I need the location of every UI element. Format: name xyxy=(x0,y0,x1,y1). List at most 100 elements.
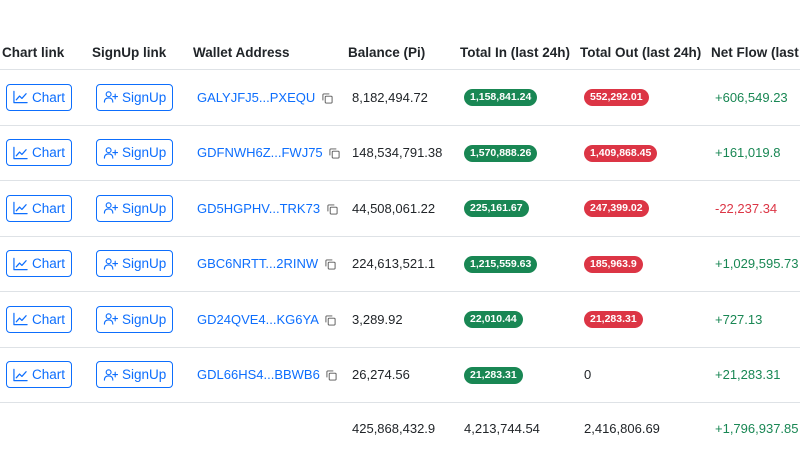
table-row: Chart SignUp GDL66HS4...BBWB6 26,274.56 … xyxy=(0,347,800,403)
wallet-address-link[interactable]: GD24QVE4...KG6YA xyxy=(197,311,319,327)
total-in-badge: 1,158,841.24 xyxy=(464,89,538,107)
total-out-cell: 0 xyxy=(576,347,707,403)
total-in-cell: 225,161.67 xyxy=(456,180,576,237)
net-flow-cell: -22,237.34 xyxy=(707,180,800,237)
total-in-badge: 21,283.31 xyxy=(464,366,523,384)
copy-icon[interactable] xyxy=(325,259,336,270)
chart-line-icon xyxy=(13,91,28,104)
chart-button[interactable]: Chart xyxy=(6,139,73,167)
wallet-cell: GALYJFJ5...PXEQU xyxy=(189,69,344,126)
copy-icon[interactable] xyxy=(327,204,338,215)
balance-cell: 148,534,791.38 xyxy=(344,125,456,181)
signup-cell: SignUp xyxy=(88,347,189,403)
table-row: Chart SignUp GALYJFJ5...PXEQU 8,182,494.… xyxy=(0,69,800,126)
chart-cell: Chart xyxy=(0,291,88,348)
chart-button-label: Chart xyxy=(32,89,66,105)
copy-icon[interactable] xyxy=(329,148,340,159)
signup-cell: SignUp xyxy=(88,125,189,181)
copy-icon[interactable] xyxy=(322,93,333,104)
chart-button[interactable]: Chart xyxy=(6,250,73,278)
person-plus-icon xyxy=(103,368,118,381)
net-flow-cell: +161,019.8 xyxy=(707,125,800,181)
signup-button[interactable]: SignUp xyxy=(96,139,174,167)
signup-cell: SignUp xyxy=(88,180,189,237)
chart-button-label: Chart xyxy=(32,200,66,216)
total-out-badge: 1,409,868.45 xyxy=(584,144,658,162)
copy-icon[interactable] xyxy=(326,370,337,381)
total-in-badge: 225,161.67 xyxy=(464,200,529,218)
person-plus-icon xyxy=(103,257,118,270)
wallet-cell: GBC6NRTT...2RINW xyxy=(189,236,344,292)
total-in-badge: 1,570,888.26 xyxy=(464,144,538,162)
chart-cell: Chart xyxy=(0,236,88,292)
total-out-cell: 552,292.01 xyxy=(576,69,707,126)
wallet-address-link[interactable]: GDL66HS4...BBWB6 xyxy=(197,367,320,383)
total-out-cell: 1,409,868.45 xyxy=(576,125,707,181)
signup-button-label: SignUp xyxy=(122,311,167,327)
totals-balance: 425,868,432.9 xyxy=(352,420,436,436)
table-row: Chart SignUp GBC6NRTT...2RINW 224,613,52… xyxy=(0,236,800,292)
balance-cell: 8,182,494.72 xyxy=(344,69,456,126)
person-plus-icon xyxy=(103,146,118,159)
signup-button[interactable]: SignUp xyxy=(96,194,174,222)
chart-line-icon xyxy=(13,313,28,326)
table-row: Chart SignUp GD24QVE4...KG6YA 3,289.92 2… xyxy=(0,291,800,348)
chart-line-icon xyxy=(13,368,28,381)
wallet-table: Chart link SignUp link Wallet Address Ba… xyxy=(0,36,800,450)
table-row: Chart SignUp GD5HGPHV...TRK73 44,508,061… xyxy=(0,180,800,237)
header-net-flow: Net Flow (last 24h) xyxy=(707,36,800,70)
totals-empty-chart xyxy=(0,403,88,450)
total-in-badge: 22,010.44 xyxy=(464,311,523,329)
total-in-cell: 1,570,888.26 xyxy=(456,125,576,181)
wallet-address-link[interactable]: GALYJFJ5...PXEQU xyxy=(197,89,316,105)
header-total-out: Total Out (last 24h) xyxy=(576,36,707,70)
total-out-badge: 552,292.01 xyxy=(584,89,649,107)
balance-cell: 224,613,521.1 xyxy=(344,236,456,292)
wallet-address-link[interactable]: GD5HGPHV...TRK73 xyxy=(197,200,321,216)
signup-button[interactable]: SignUp xyxy=(96,250,174,278)
total-out-cell: 21,283.31 xyxy=(576,291,707,348)
signup-button[interactable]: SignUp xyxy=(96,361,174,389)
signup-button-label: SignUp xyxy=(122,89,167,105)
wallet-address-link[interactable]: GDFNWH6Z...FWJ75 xyxy=(197,145,323,161)
table-header-row: Chart link SignUp link Wallet Address Ba… xyxy=(0,36,800,70)
signup-cell: SignUp xyxy=(88,69,189,126)
chart-cell: Chart xyxy=(0,125,88,181)
net-flow-cell: +727.13 xyxy=(707,291,800,348)
header-wallet-address: Wallet Address xyxy=(189,36,344,70)
signup-cell: SignUp xyxy=(88,291,189,348)
signup-cell: SignUp xyxy=(88,236,189,292)
chart-button-label: Chart xyxy=(32,145,66,161)
total-in-cell: 22,010.44 xyxy=(456,291,576,348)
chart-button[interactable]: Chart xyxy=(6,305,73,333)
net-flow-cell: +606,549.23 xyxy=(707,69,800,126)
total-in-cell: 1,158,841.24 xyxy=(456,69,576,126)
chart-button-label: Chart xyxy=(32,256,66,272)
table-row: Chart SignUp GDFNWH6Z...FWJ75 148,534,79… xyxy=(0,125,800,181)
chart-button[interactable]: Chart xyxy=(6,194,73,222)
chart-button[interactable]: Chart xyxy=(6,361,73,389)
signup-button[interactable]: SignUp xyxy=(96,83,174,111)
table-body: Chart SignUp GALYJFJ5...PXEQU 8,182,494.… xyxy=(0,69,800,450)
totals-empty-signup xyxy=(88,403,189,450)
chart-button-label: Chart xyxy=(32,367,66,383)
total-out-badge: 185,963.9 xyxy=(584,255,643,273)
net-flow-cell: +1,029,595.73 xyxy=(707,236,800,292)
copy-icon[interactable] xyxy=(325,315,336,326)
totals-row: 425,868,432.9 4,213,744.54 2,416,806.69 … xyxy=(0,403,800,450)
totals-empty-wallet xyxy=(189,403,344,450)
wallet-address-link[interactable]: GBC6NRTT...2RINW xyxy=(197,256,319,272)
signup-button[interactable]: SignUp xyxy=(96,305,174,333)
person-plus-icon xyxy=(103,313,118,325)
signup-button-label: SignUp xyxy=(122,256,167,272)
signup-button-label: SignUp xyxy=(122,367,167,383)
chart-cell: Chart xyxy=(0,180,88,237)
balance-cell: 44,508,061.22 xyxy=(344,180,456,237)
wallet-cell: GDL66HS4...BBWB6 xyxy=(189,347,344,403)
chart-button[interactable]: Chart xyxy=(6,83,73,111)
wallet-cell: GD24QVE4...KG6YA xyxy=(189,291,344,348)
chart-line-icon xyxy=(13,257,28,270)
totals-total-in: 4,213,744.54 xyxy=(464,420,540,436)
total-out-badge: 21,283.31 xyxy=(584,311,643,329)
